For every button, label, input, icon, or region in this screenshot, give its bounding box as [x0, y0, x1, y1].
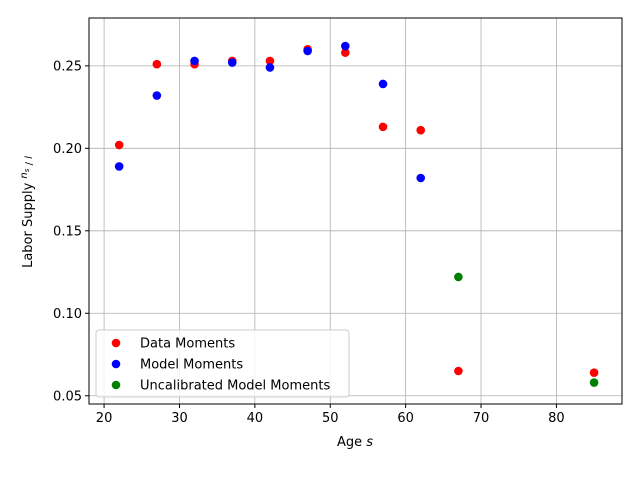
- y-axis-label: Labor Supply ns / l: [19, 156, 36, 268]
- y-tick-label: 0.10: [53, 307, 82, 322]
- model-moments-point: [303, 46, 312, 56]
- x-tick-label: 20: [96, 411, 113, 426]
- plot-frame: [88, 17, 623, 405]
- x-tick-label: 80: [548, 411, 565, 426]
- data-moments-point: [152, 59, 162, 69]
- legend-marker-model-moments: [111, 359, 121, 369]
- x-tick-label: 60: [397, 411, 414, 426]
- legend-marker-data-moments: [111, 338, 121, 348]
- legend-marker-uncalibrated-model-moments: [111, 380, 121, 390]
- model-moments-point: [114, 162, 124, 171]
- uncalibrated-model-moments-point: [454, 272, 463, 282]
- legend-box: [95, 329, 350, 398]
- model-moments-point: [190, 56, 199, 66]
- data-moments-point: [341, 48, 350, 57]
- legend: Data Moments Model Moments Uncalibrated Mo…: [95, 329, 350, 398]
- y-tick-label: 0.15: [53, 224, 82, 239]
- y-tick-label: 0.05: [53, 389, 82, 404]
- legend-label-uncalibrated-model-moments: Uncalibrated Model Moments: [140, 379, 330, 394]
- uncalibrated-model-moments-point: [589, 378, 599, 387]
- data-moments-point: [265, 56, 275, 66]
- model-moments-point: [265, 63, 275, 72]
- model-moments-point: [152, 91, 162, 100]
- x-tick-label: 70: [473, 411, 490, 426]
- model-moments-point: [416, 173, 426, 183]
- x-tick-label: 40: [247, 411, 264, 426]
- model-moments-point: [378, 79, 388, 89]
- legend-label-model-moments: Model Moments: [140, 358, 243, 373]
- y-tick-label: 0.25: [53, 59, 82, 74]
- data-moments-point: [416, 125, 426, 135]
- y-tick-label: 0.20: [53, 142, 82, 157]
- data-moments-point: [589, 368, 599, 377]
- data-moments-point: [114, 140, 124, 150]
- model-moments-point: [341, 41, 350, 51]
- legend-label-data-moments: Data Moments: [140, 337, 235, 352]
- x-tick-label: 30: [171, 411, 188, 426]
- data-moments-point: [454, 366, 463, 376]
- x-axis-label: Age s: [337, 435, 373, 450]
- model-moments-point: [227, 58, 237, 67]
- axis-ticks: 20 30 40 50 60 70 80 0.05 0.10 0.15 0.20 0.25: [53, 59, 565, 426]
- grid-lines: [89, 18, 622, 404]
- data-points: [114, 41, 599, 387]
- data-moments-point: [378, 122, 388, 132]
- svg-text:Labor Supply ns / l: Labor Supply ns / l: [19, 156, 36, 268]
- x-tick-label: 50: [322, 411, 339, 426]
